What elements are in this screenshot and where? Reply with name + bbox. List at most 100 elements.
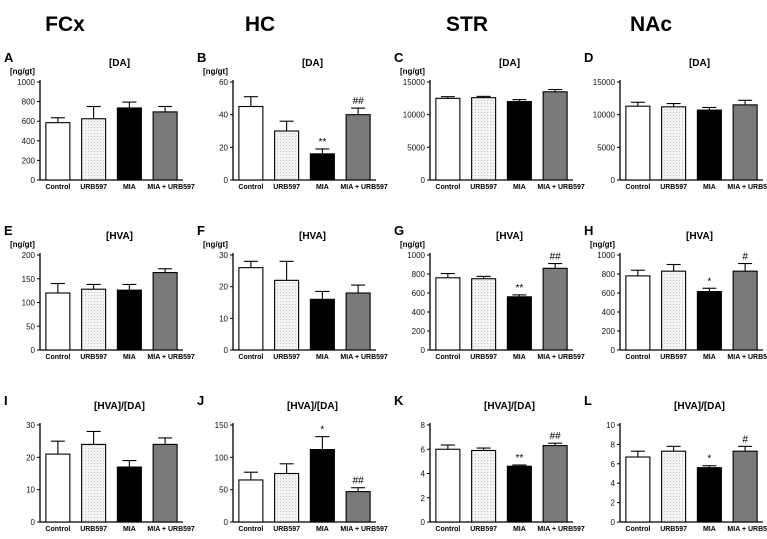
unit-label: [ng/gt] bbox=[203, 67, 228, 76]
significance-marker: ## bbox=[550, 252, 562, 263]
bar-2 bbox=[81, 288, 107, 351]
y-tick-label: 10 bbox=[606, 421, 615, 430]
panel-e: E [ng/gt] [HVA] 0 50 100 150 200 Control URB597 MI… bbox=[4, 223, 195, 361]
y-tick-label: 1000 bbox=[597, 251, 615, 260]
y-tick-label: 0 bbox=[421, 176, 426, 185]
panel-title: [HVA]/[DA] bbox=[484, 401, 535, 412]
category-label: MIA bbox=[703, 354, 716, 361]
panel-letter: J bbox=[197, 393, 204, 408]
category-label: MIA bbox=[123, 354, 136, 361]
y-tick-label: 2 bbox=[611, 499, 616, 508]
bar-3 bbox=[116, 107, 142, 181]
category-label: MIA + URB597 bbox=[537, 184, 585, 191]
bar-2 bbox=[661, 450, 687, 523]
bar-1 bbox=[238, 479, 264, 523]
y-tick-label: 800 bbox=[22, 98, 36, 107]
panel-title: [DA] bbox=[689, 58, 710, 69]
y-tick-label: 6 bbox=[611, 460, 616, 469]
bar-4 bbox=[345, 292, 371, 351]
panel-c: C [ng/gt] [DA] 0 5000 10000 15000 Control URB597… bbox=[394, 50, 585, 191]
category-label: MIA bbox=[513, 354, 526, 361]
category-label: MIA + URB597 bbox=[147, 526, 195, 533]
bar-3 bbox=[696, 291, 722, 351]
panel-letter: A bbox=[4, 50, 14, 65]
bar-2 bbox=[471, 449, 497, 523]
y-tick-label: 150 bbox=[22, 275, 36, 284]
y-tick-label: 5000 bbox=[407, 143, 425, 152]
panel-letter: F bbox=[197, 223, 205, 238]
significance-marker: * bbox=[707, 276, 711, 287]
panel-title: [DA] bbox=[499, 58, 520, 69]
category-label: MIA + URB597 bbox=[537, 354, 585, 361]
bar-2 bbox=[81, 118, 107, 181]
category-label: Control bbox=[435, 184, 460, 191]
category-label: Control bbox=[238, 526, 263, 533]
panel-letter: D bbox=[584, 50, 593, 65]
y-tick-label: 0 bbox=[31, 518, 36, 527]
y-tick-label: 30 bbox=[219, 251, 228, 260]
y-tick-label: 0 bbox=[611, 518, 616, 527]
bar-1 bbox=[238, 267, 264, 351]
bar-3 bbox=[506, 101, 532, 181]
category-label: MIA bbox=[513, 526, 526, 533]
bar-3 bbox=[696, 467, 722, 523]
bar-3 bbox=[116, 466, 142, 523]
bar-2 bbox=[471, 278, 497, 351]
bar-3 bbox=[696, 109, 722, 181]
significance-marker: # bbox=[742, 252, 748, 263]
bar-1 bbox=[45, 453, 71, 523]
panel-i: I [HVA]/[DA] 0 10 20 30 Control URB597 MIA MIA + … bbox=[4, 393, 195, 533]
bar-3 bbox=[309, 153, 335, 181]
significance-marker: # bbox=[742, 434, 748, 445]
bar-1 bbox=[238, 105, 264, 181]
bar-4 bbox=[345, 114, 371, 181]
bar-4 bbox=[152, 272, 178, 351]
bar-2 bbox=[471, 97, 497, 181]
panel-d: D [DA] 0 5000 10000 15000 Control URB597 MIA MIA … bbox=[584, 50, 767, 191]
bar-1 bbox=[435, 448, 461, 523]
bar-4 bbox=[542, 91, 568, 181]
category-label: MIA + URB597 bbox=[147, 184, 195, 191]
panel-title: [HVA]/[DA] bbox=[287, 401, 338, 412]
y-tick-label: 8 bbox=[421, 421, 426, 430]
y-tick-label: 100 bbox=[22, 299, 36, 308]
category-label: MIA + URB597 bbox=[727, 184, 767, 191]
bar-4 bbox=[732, 104, 758, 181]
bar-2 bbox=[661, 270, 687, 351]
y-tick-label: 10 bbox=[26, 486, 35, 495]
y-tick-label: 20 bbox=[219, 283, 228, 292]
significance-marker: * bbox=[707, 454, 711, 465]
y-tick-label: 5000 bbox=[597, 143, 615, 152]
y-tick-label: 400 bbox=[602, 308, 616, 317]
bar-4 bbox=[345, 491, 371, 523]
bar-2 bbox=[81, 443, 107, 523]
y-tick-label: 0 bbox=[611, 176, 616, 185]
category-label: URB597 bbox=[80, 184, 107, 191]
significance-marker: ## bbox=[550, 431, 562, 442]
category-label: URB597 bbox=[470, 354, 497, 361]
y-tick-label: 150 bbox=[215, 421, 229, 430]
significance-marker: ## bbox=[353, 96, 365, 107]
panel-title: [DA] bbox=[109, 58, 130, 69]
panel-l: L [HVA]/[DA] 0 2 4 6 8 10 Control URB597 * MIA # MIA … bbox=[584, 393, 767, 533]
panel-title: [HVA] bbox=[686, 231, 713, 242]
panel-letter: E bbox=[4, 223, 13, 238]
category-label: MIA bbox=[316, 184, 329, 191]
y-tick-label: 30 bbox=[26, 421, 35, 430]
unit-label: [ng/gt] bbox=[400, 67, 425, 76]
bar-1 bbox=[45, 292, 71, 351]
significance-marker: * bbox=[320, 425, 324, 436]
panel-title: [HVA] bbox=[299, 231, 326, 242]
category-label: MIA bbox=[703, 526, 716, 533]
column-heading-fcx: FCx bbox=[45, 13, 85, 36]
bar-4 bbox=[152, 111, 178, 181]
y-tick-label: 20 bbox=[219, 143, 228, 152]
panel-k: K [HVA]/[DA] 0 2 4 6 8 Control URB597 ** MIA ## MIA … bbox=[394, 393, 585, 533]
y-tick-label: 1000 bbox=[17, 78, 35, 87]
bar-1 bbox=[625, 275, 651, 351]
category-label: MIA bbox=[316, 354, 329, 361]
category-label: MIA + URB597 bbox=[147, 354, 195, 361]
category-label: URB597 bbox=[470, 526, 497, 533]
category-label: MIA + URB597 bbox=[727, 354, 767, 361]
